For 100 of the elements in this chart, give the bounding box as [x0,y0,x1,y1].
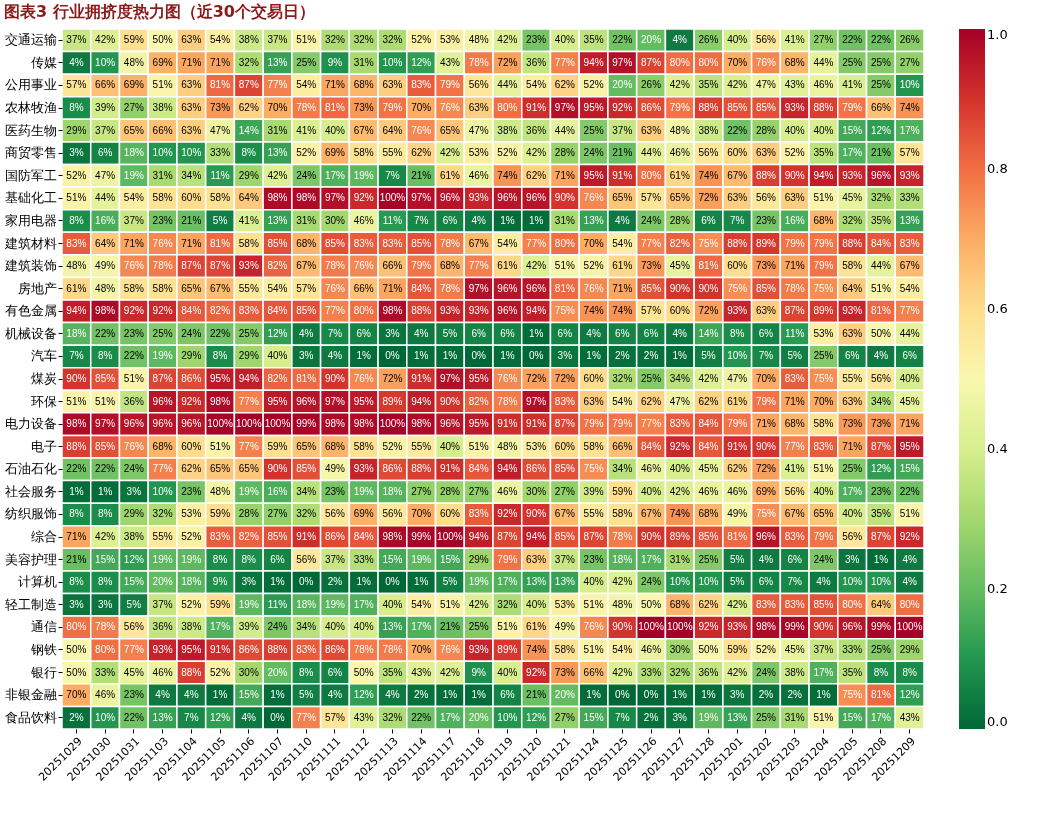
data-label: 59% [612,485,633,497]
data-label: 59% [123,34,144,46]
data-label: 51% [468,440,489,452]
data-label: 45% [698,463,719,475]
data-label: 97% [324,395,346,407]
data-label: 37% [267,34,288,46]
data-label: 72% [497,56,518,68]
data-label: 36% [123,395,144,407]
data-label: 1% [69,485,84,497]
data-label: 4% [586,327,601,339]
data-label: 32% [612,373,633,384]
data-label: 51% [899,508,920,520]
data-label: 20% [641,34,662,46]
data-label: 40% [439,440,461,452]
data-label: 12% [411,56,432,68]
data-label: 17% [899,124,920,136]
data-label: 77% [238,440,259,452]
data-label: 82% [669,237,690,249]
data-label: 15% [439,553,461,565]
data-label: 91% [727,440,748,452]
data-label: 14% [238,124,259,136]
data-label: 32% [324,34,346,46]
data-label: 86% [238,643,259,655]
data-label: 1% [672,350,688,362]
data-label: 17% [439,711,461,723]
data-label: 57% [641,305,662,317]
data-label: 92% [899,531,920,543]
data-label: 83% [669,418,690,430]
data-label: 78% [612,531,633,543]
data-label: 6% [615,327,630,339]
data-label: 22% [612,34,633,46]
data-label: 54% [123,192,144,204]
data-label: 46% [95,689,116,701]
data-label: 8% [97,508,113,520]
data-label: 71% [612,282,633,294]
data-label: 53% [526,440,547,452]
data-label: 68% [784,56,805,68]
data-label: 42% [95,34,116,46]
data-label: 62% [181,463,202,475]
data-label: 58% [842,260,863,272]
data-label: 63% [784,192,805,204]
color-bar-label: 0.4 [987,441,1008,456]
data-label: 42% [669,485,690,497]
data-label: 96% [497,192,518,204]
data-label: 83% [554,395,575,407]
data-label: 8% [241,147,257,159]
data-label: 58% [612,508,633,520]
data-label: 63% [181,124,202,136]
data-label: 52% [583,79,604,91]
data-label: 63% [526,553,547,565]
data-label: 40% [727,34,748,46]
data-label: 68% [698,508,719,520]
data-label: 54% [296,79,317,91]
data-label: 65% [296,440,317,452]
data-label: 98% [411,418,432,430]
data-label: 0% [528,350,544,362]
data-label: 40% [813,485,834,497]
data-label: 8% [241,553,257,565]
data-label: 1% [500,350,515,362]
data-label: 4% [873,350,889,362]
data-label: 92% [669,440,690,452]
data-label: 35% [870,214,892,226]
data-label: 56% [755,34,777,46]
data-label: 93% [899,169,920,181]
data-label: 88% [411,305,432,317]
y-tick-label: 通信 [30,619,57,635]
data-label: 93% [468,305,489,317]
data-label: 8% [212,553,228,565]
data-label: 24% [641,576,662,588]
data-label: 40% [554,34,575,46]
y-tick-label: 煤炭 [30,371,57,386]
data-label: 96% [870,169,892,181]
data-label: 85% [267,531,288,543]
data-label: 78% [296,102,317,114]
data-label: 4% [327,689,343,701]
data-label: 8% [69,508,84,520]
data-label: 23% [181,485,202,497]
data-label: 47% [210,124,231,136]
data-label: 3% [730,689,745,701]
data-label: 79% [411,260,432,272]
data-label: 63% [181,34,202,46]
data-label: 95% [353,395,374,407]
data-label: 11% [267,598,288,610]
data-label: 55% [382,147,403,159]
data-label: 13% [554,576,575,588]
data-label: 97% [554,102,575,114]
data-label: 42% [526,147,547,159]
data-label: 2% [69,711,84,723]
data-label: 22% [123,350,144,362]
data-label: 58% [123,282,144,294]
data-label: 19% [238,485,259,497]
data-label: 11% [210,169,230,181]
data-label: 83% [468,508,489,520]
data-label: 57% [641,192,662,204]
data-label: 92% [698,621,719,633]
data-label: 4% [413,327,429,339]
y-tick-label: 石油石化 [4,461,57,477]
data-label: 42% [612,576,633,588]
data-label: 33% [95,666,116,678]
data-label: 77% [526,237,547,249]
